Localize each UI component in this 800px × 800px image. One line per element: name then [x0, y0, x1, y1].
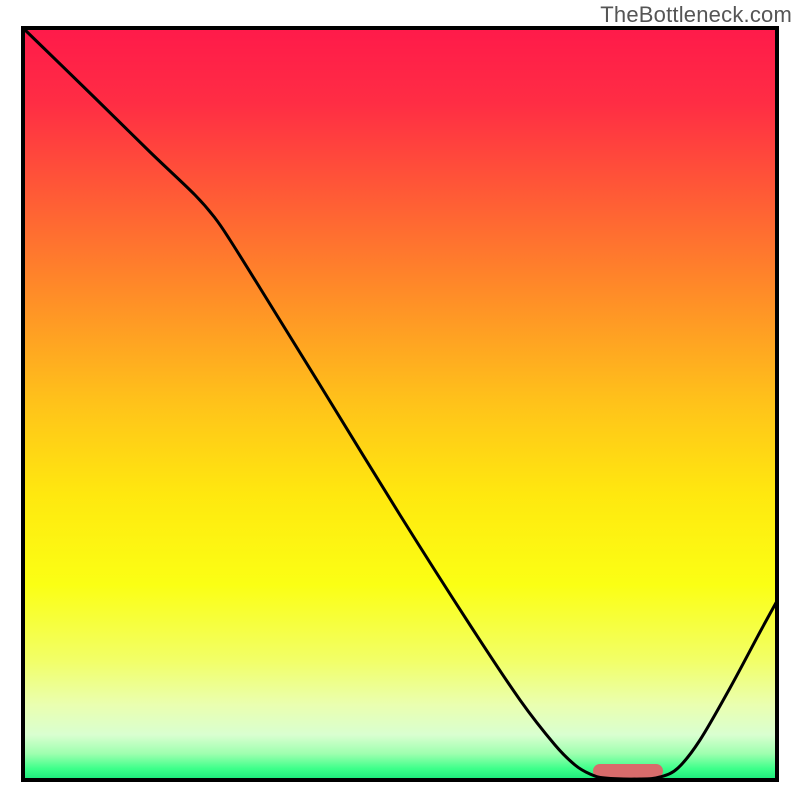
plot-area	[23, 28, 777, 780]
bottleneck-chart	[0, 0, 800, 800]
chart-container: TheBottleneck.com	[0, 0, 800, 800]
optimal-marker	[593, 764, 663, 778]
gradient-background	[23, 28, 777, 780]
watermark-text: TheBottleneck.com	[600, 2, 792, 28]
